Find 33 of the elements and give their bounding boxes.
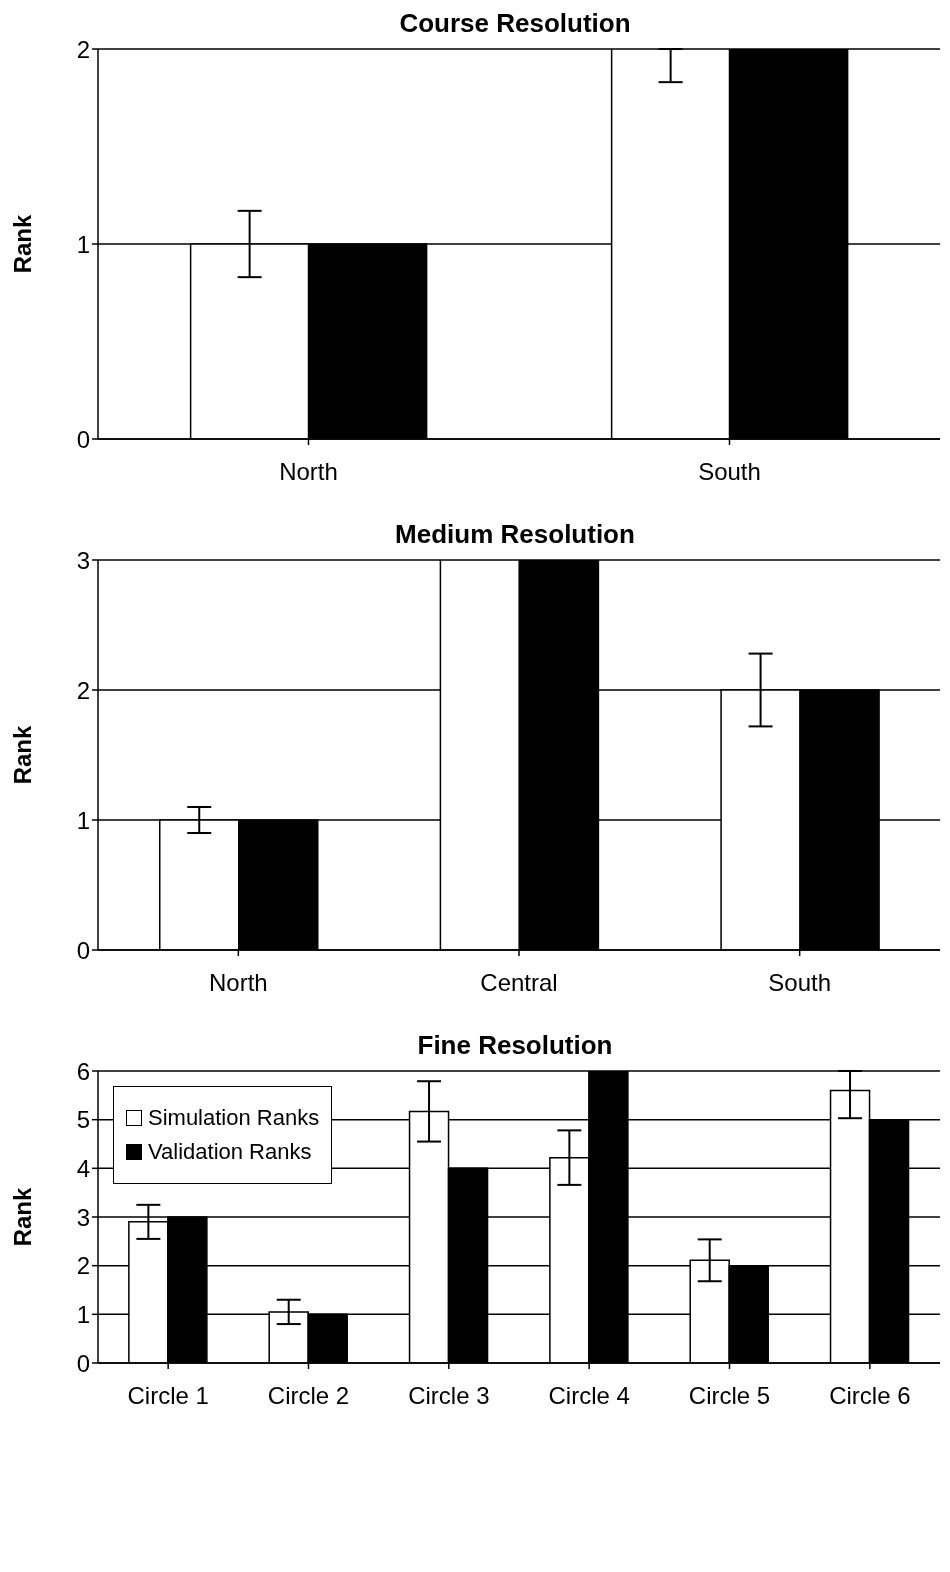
x-tick-label: North <box>208 969 268 997</box>
x-tick-label: Circle 4 <box>548 1382 630 1410</box>
y-tick-label: 5 <box>76 1106 90 1134</box>
x-tick-label: North <box>279 458 338 486</box>
x-tick-label: Circle 5 <box>688 1382 771 1410</box>
y-axis-title: Rank <box>8 1187 36 1247</box>
y-axis-title: Rank <box>8 725 36 785</box>
y-tick-label: 3 <box>76 1203 90 1231</box>
x-tick-label: South <box>768 969 832 997</box>
y-tick-label: 1 <box>76 230 90 258</box>
x-tick-label: Circle 3 <box>408 1382 490 1410</box>
y-tick-label: 1 <box>76 806 90 834</box>
y-tick-label: 2 <box>76 1252 90 1280</box>
legend-label: Validation Ranks <box>148 1139 312 1165</box>
y-tick-label: 3 <box>76 546 90 574</box>
y-tick-label: 4 <box>76 1154 90 1182</box>
x-tick-label: Circle 1 <box>127 1382 209 1410</box>
legend-label: Simulation Ranks <box>148 1105 320 1131</box>
y-tick-label: 1 <box>76 1300 90 1328</box>
x-tick-label: Central <box>480 969 558 997</box>
chart-title: Course Resolution <box>399 8 631 38</box>
chart-title: Fine Resolution <box>417 1030 613 1060</box>
y-tick-label: 2 <box>76 676 90 704</box>
x-tick-label: Circle 6 <box>829 1382 911 1410</box>
y-tick-label: 2 <box>76 35 90 63</box>
chart-title: Medium Resolution <box>395 519 635 549</box>
y-tick-label: 0 <box>76 1349 90 1377</box>
y-axis-title: Rank <box>8 214 36 274</box>
y-tick-label: 0 <box>76 936 90 964</box>
x-tick-label: South <box>698 458 761 486</box>
y-tick-label: 6 <box>76 1057 90 1085</box>
y-tick-label: 0 <box>76 425 90 453</box>
x-tick-label: Circle 2 <box>267 1382 350 1410</box>
